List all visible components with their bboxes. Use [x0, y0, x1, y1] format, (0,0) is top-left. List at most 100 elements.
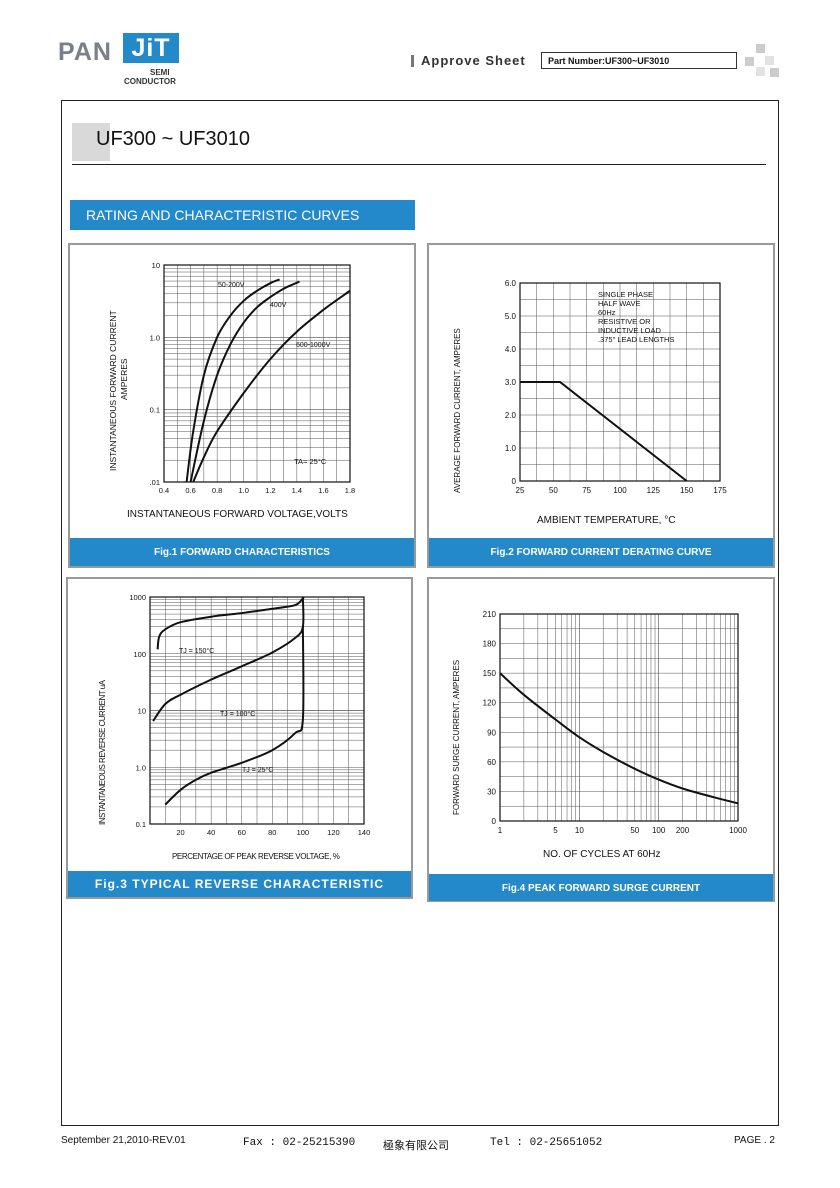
fig3-series-label: TJ = 150°C [179, 647, 214, 655]
x-tick-label: 120 [327, 828, 340, 837]
fig1-grid: 0.4 0.6 0.8 1.0 1.2 1.4 1.6 1.8 10 1.0 0.1 .01 [150, 261, 356, 495]
y-tick-label: 5.0 [505, 312, 517, 321]
x-tick-label: 50 [630, 826, 639, 835]
deco-square [756, 67, 765, 76]
y-tick-label: 30 [487, 787, 496, 796]
fig1-curves [185, 278, 351, 483]
logo-conductor: CONDUCTOR [124, 77, 176, 86]
fig1-ylabel: INSTANTANEOUS FORWARD CURRENT [108, 310, 118, 471]
x-tick-label: 40 [207, 828, 215, 837]
y-tick-label: 4.0 [505, 345, 517, 354]
logo-pan: PAN [58, 38, 112, 66]
y-tick-label: 6.0 [505, 279, 517, 288]
y-tick-label: 90 [487, 728, 496, 737]
y-tick-label: 1000 [129, 593, 146, 602]
x-tick-label: 100 [613, 486, 627, 495]
y-tick-label: 180 [483, 640, 497, 649]
content-frame [61, 100, 779, 1126]
x-tick-label: 50 [549, 486, 558, 495]
x-tick-label: 1 [498, 826, 503, 835]
fig3-series-label: TJ = 25°C [242, 766, 273, 774]
y-tick-label: 120 [483, 699, 497, 708]
y-tick-label: 1.0 [136, 763, 146, 772]
y-tick-label: 0.1 [150, 406, 160, 415]
series-line-2 [189, 280, 300, 483]
x-tick-label: 0.4 [159, 486, 169, 495]
fig2-note: HALF WAVE [598, 299, 641, 308]
x-tick-label: 0.8 [212, 486, 222, 495]
y-tick-label: 1.0 [505, 444, 517, 453]
series-line-1 [185, 278, 280, 483]
x-tick-label: 100 [297, 828, 310, 837]
approve-marker [411, 55, 414, 67]
y-tick-label: 3.0 [505, 378, 517, 387]
logo-jit: JiT [123, 33, 179, 63]
fig1-panel: 0.4 0.6 0.8 1.0 1.2 1.4 1.6 1.8 10 1.0 0.1 .01 INST… [68, 243, 416, 568]
fig2-note: .375" LEAD LENGTHS [598, 335, 674, 344]
y-tick-label: 100 [133, 650, 146, 659]
x-tick-label: 1.6 [318, 486, 328, 495]
x-tick-label: 1.2 [265, 486, 275, 495]
fig2-note: INDUCTIVE LOAD [598, 326, 662, 335]
fig2-curves [520, 381, 688, 482]
x-tick-label: 175 [713, 486, 727, 495]
series-line-1 [499, 672, 739, 805]
y-tick-label: 10 [138, 707, 146, 716]
x-tick-label: 1.0 [238, 486, 248, 495]
footer-tel: Tel : 02-25651052 [490, 1137, 603, 1149]
fig3-caption: Fig.3 TYPICAL REVERSE CHARACTERISTIC [68, 871, 411, 897]
y-tick-label: 0 [512, 477, 517, 486]
deco-square [756, 44, 765, 53]
x-tick-label: 25 [516, 486, 525, 495]
fig4-ylabel: FORWARD SURGE CURRENT, AMPERES [452, 660, 461, 815]
y-tick-label: 0.1 [136, 820, 146, 829]
fig1-caption: Fig.1 FORWARD CHARACTERISTICS [70, 538, 414, 566]
deco-square [765, 56, 774, 65]
deco-square [745, 57, 754, 66]
fig3-xlabel: PERCENTAGE OF PEAK REVERSE VOLTAGE, % [172, 852, 340, 861]
y-tick-label: 150 [483, 669, 497, 678]
x-tick-label: 10 [575, 826, 584, 835]
x-tick-label: 1000 [729, 826, 747, 835]
plot-frame [163, 264, 351, 483]
x-tick-label: 1.8 [345, 486, 355, 495]
title-accent [72, 123, 110, 161]
x-tick-label: 0.6 [185, 486, 195, 495]
y-tick-label: .01 [150, 478, 160, 487]
x-tick-label: 150 [680, 486, 694, 495]
x-tick-label: 5 [553, 826, 558, 835]
fig3-curves [152, 596, 305, 806]
logo-semi: SEMI [150, 68, 170, 77]
fig2-note: 60Hz [598, 308, 616, 317]
y-tick-label: 10 [152, 261, 160, 270]
footer-date: September 21,2010-REV.01 [61, 1135, 186, 1146]
part-number-box: Part Number:UF300~UF3010 [541, 52, 737, 69]
series-line-1 [520, 381, 688, 482]
x-tick-label: 200 [676, 826, 690, 835]
y-tick-label: 0 [492, 817, 497, 826]
fig2-note: SINGLE PHASE [598, 290, 653, 299]
fig2-panel: 25 50 75 100 125 150 175 6.0 5.0 4.0 3.0 2.0 1.0 0 AV… [427, 243, 775, 568]
x-tick-label: 100 [652, 826, 666, 835]
x-tick-label: 125 [647, 486, 661, 495]
plot-frame [499, 613, 739, 822]
x-tick-label: 80 [268, 828, 276, 837]
fig3-grid: 20 40 60 80 100 120 140 1000 100 10 1.0 0.1 [129, 593, 370, 837]
fig4-curves [499, 672, 739, 805]
deco-square [770, 68, 779, 77]
title-rule [72, 164, 766, 165]
series-line-1 [156, 596, 305, 650]
footer-fax: Fax : 02-25215390 [243, 1137, 356, 1149]
fig2-xlabel: AMBIENT TEMPERATURE, °C [537, 515, 675, 526]
fig2-chart: 25 50 75 100 125 150 175 6.0 5.0 4.0 3.0 2.0 1.0 0 AV… [453, 279, 727, 526]
fig1-ta-label: TA= 25°C [294, 457, 327, 466]
fig3-series-label: TJ = 100°C [220, 710, 255, 718]
y-tick-label: 60 [487, 758, 496, 767]
fig1-series-label: 600-1000V [296, 342, 331, 349]
x-tick-label: 75 [582, 486, 591, 495]
fig4-chart: 1 5 10 50 100 200 1000 210 180 150 120 90 60 30 0 FORW… [452, 610, 747, 860]
fig1-xlabel: INSTANTANEOUS FORWARD VOLTAGE,VOLTS [127, 509, 348, 520]
fig1-chart: 0.4 0.6 0.8 1.0 1.2 1.4 1.6 1.8 10 1.0 0.1 .01 INST… [108, 261, 356, 520]
footer-company: 極象有限公司 [383, 1141, 449, 1153]
fig1-ylabel-unit: AMPERES [119, 358, 129, 400]
